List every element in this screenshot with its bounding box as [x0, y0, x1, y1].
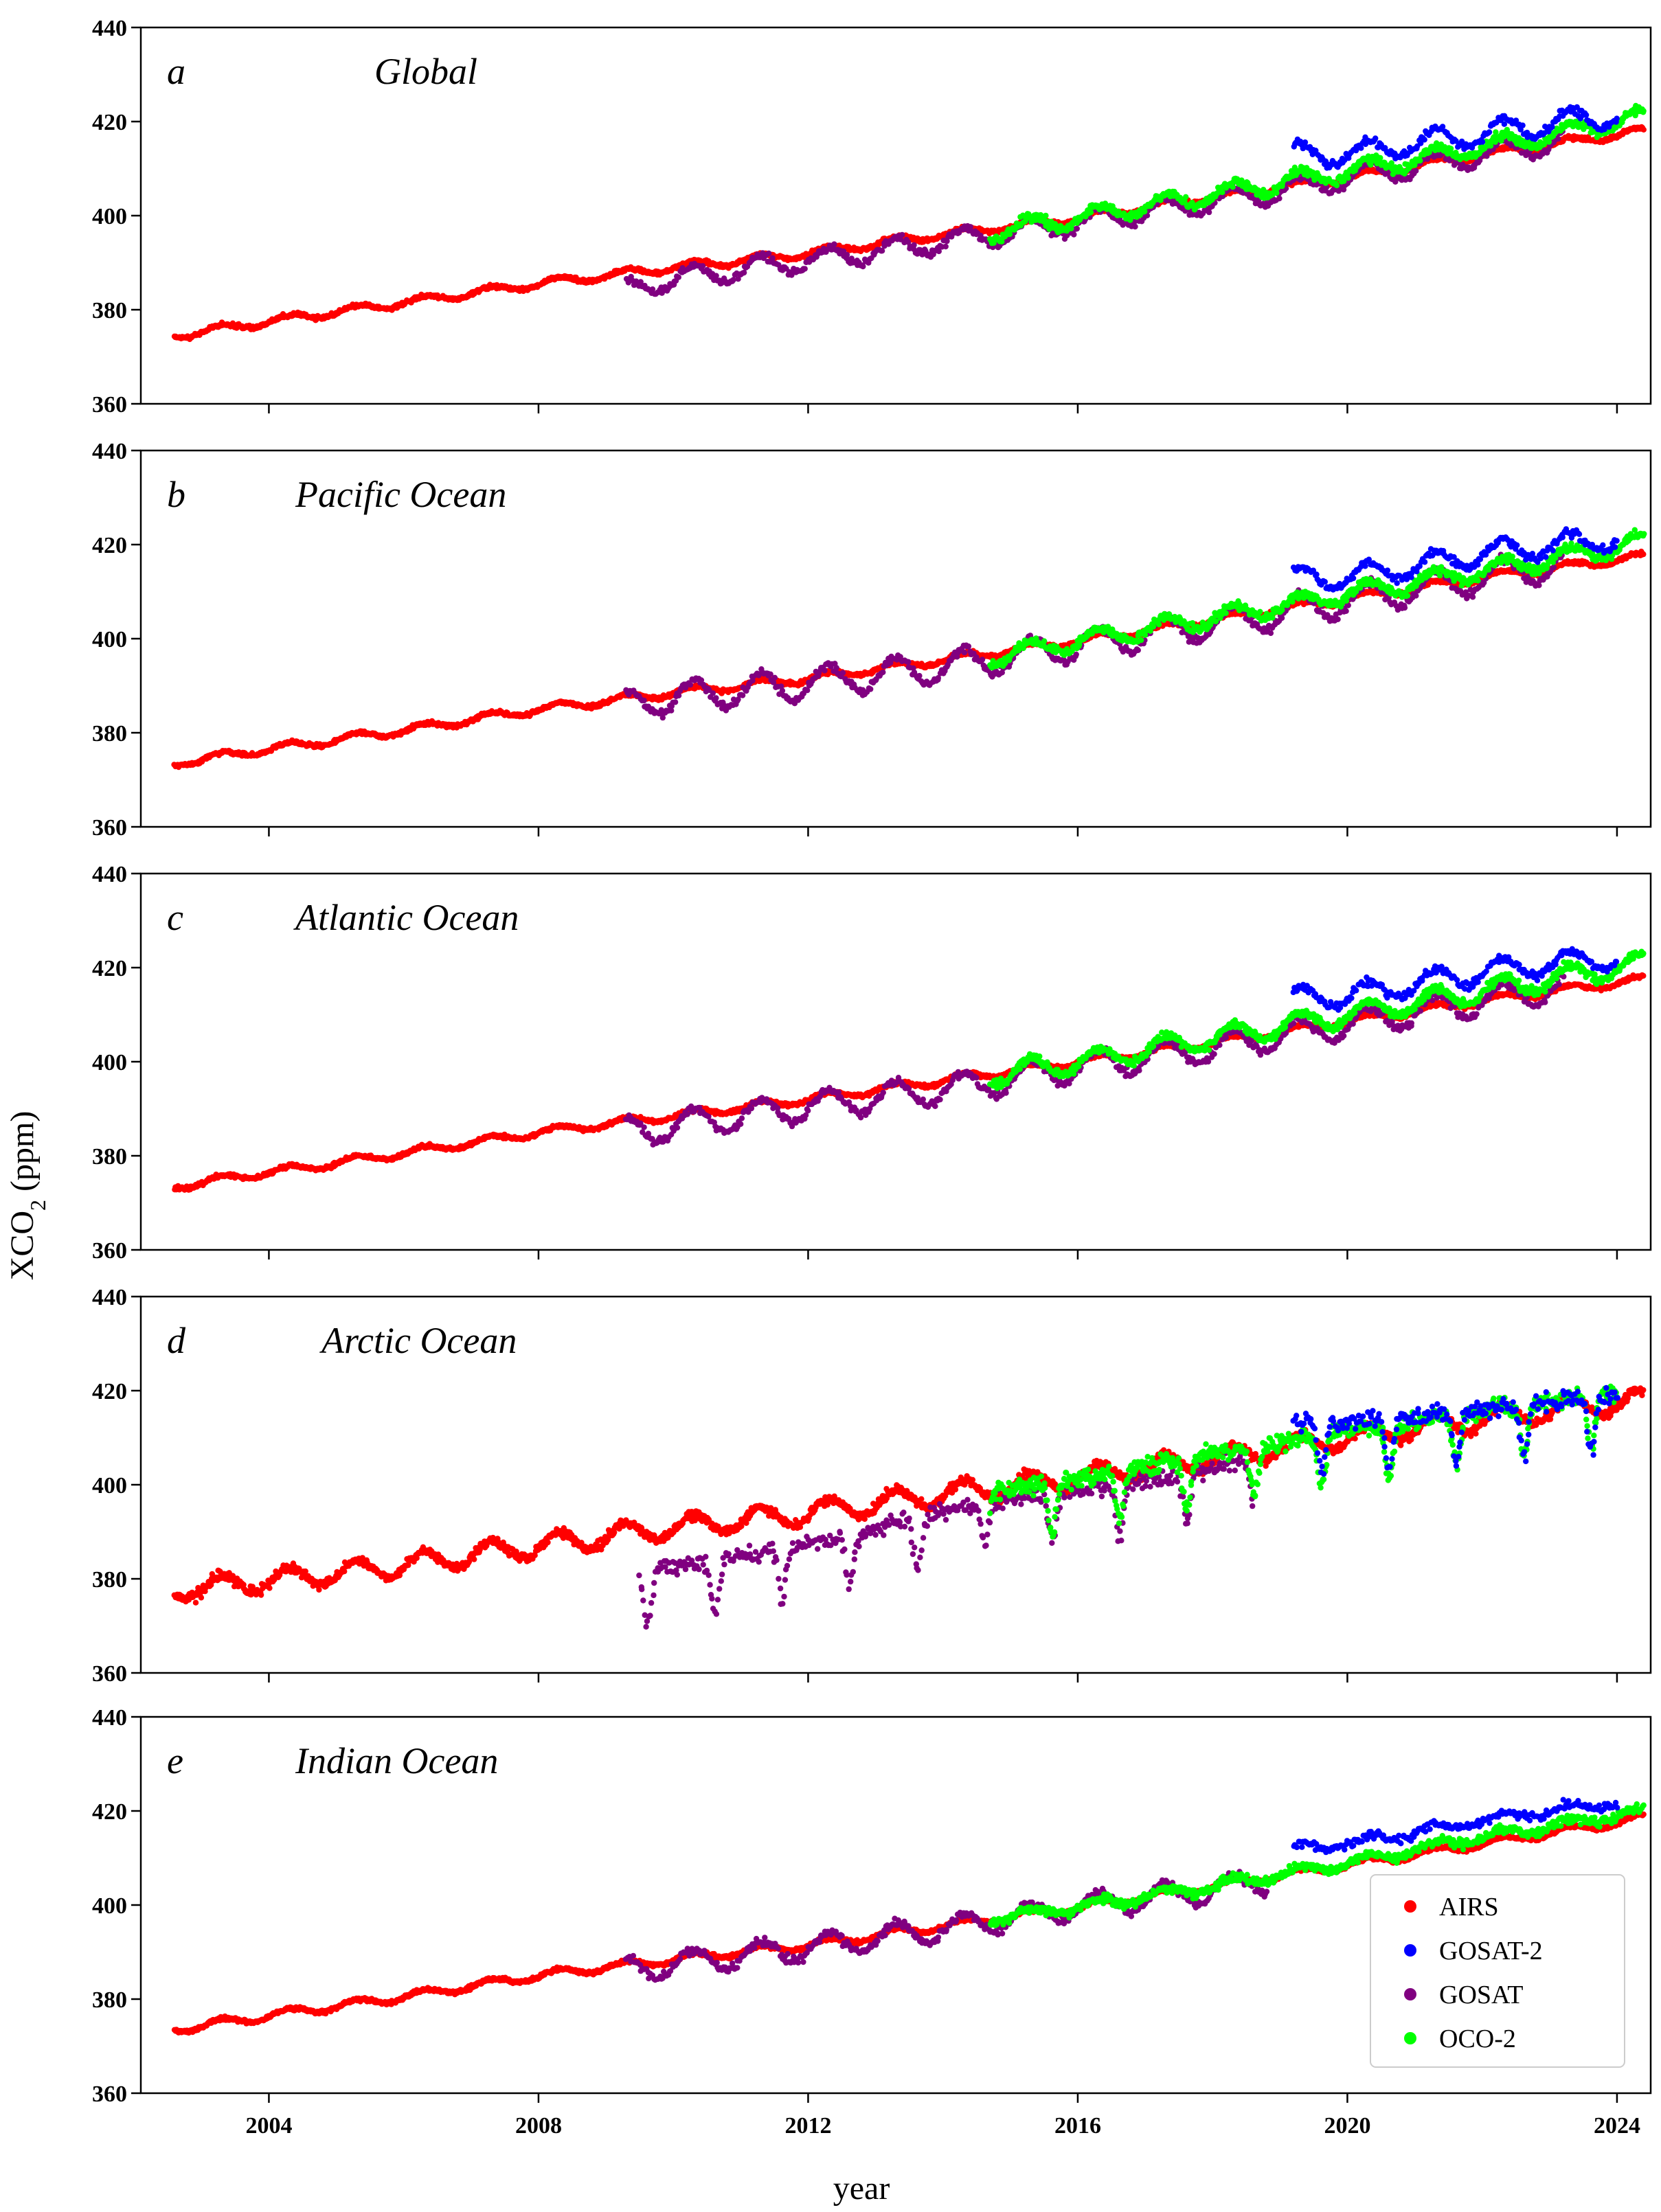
data-point: [1479, 139, 1486, 145]
data-point: [1071, 231, 1077, 238]
data-point: [1068, 225, 1074, 231]
data-point: [1640, 126, 1647, 133]
data-point: [766, 250, 772, 257]
data-point: [1074, 225, 1081, 232]
data-point: [1302, 139, 1309, 146]
data-point: [831, 241, 837, 247]
data-point: [1447, 146, 1454, 152]
data-point: [1549, 124, 1555, 130]
data-point: [741, 269, 747, 276]
data-point: [1417, 157, 1423, 164]
data-point: [1486, 129, 1493, 135]
data-point: [1555, 135, 1561, 142]
data-point: [1413, 168, 1419, 174]
data-point: [1274, 190, 1280, 196]
data-point: [1372, 135, 1379, 141]
data-point: [1087, 209, 1094, 216]
data-point: [802, 266, 808, 272]
y-tick-label: 420: [92, 110, 127, 135]
y-tick-label: 380: [92, 298, 127, 323]
panel-letter: a: [167, 51, 185, 92]
data-point: [860, 263, 866, 270]
data-point: [1640, 108, 1647, 114]
data-point: [1183, 194, 1189, 200]
data-point: [1230, 184, 1236, 190]
data-point: [713, 273, 719, 279]
y-tick-label: 440: [92, 16, 127, 41]
data-point: [675, 274, 681, 280]
data-point: [1421, 137, 1427, 143]
data-point: [1358, 145, 1364, 151]
data-point: [1583, 112, 1590, 118]
y-tick-label: 400: [92, 204, 127, 229]
series-oco-2-points: [987, 102, 1647, 247]
data-point: [769, 255, 776, 261]
data-point: [699, 263, 706, 269]
data-point: [942, 243, 949, 250]
panel-title: Global: [374, 51, 477, 92]
data-point: [899, 231, 905, 238]
data-point: [1333, 182, 1340, 189]
data-point: [1142, 208, 1148, 215]
data-point: [1345, 174, 1351, 181]
data-point: [911, 242, 917, 248]
data-point: [844, 251, 850, 258]
data-point: [1043, 212, 1049, 219]
data-point: [1219, 189, 1225, 196]
data-point: [1132, 223, 1138, 230]
panel-a: 360 380 400 420 440 a Global: [92, 16, 1652, 418]
data-point: [1439, 124, 1446, 130]
data-point: [1377, 155, 1383, 161]
data-point: [1614, 115, 1620, 122]
data-point: [1276, 195, 1283, 202]
data-point: [730, 277, 736, 283]
y-tick-label: 360: [92, 392, 127, 418]
data-point: [1519, 122, 1526, 128]
panel-frame-a: [139, 26, 1652, 405]
